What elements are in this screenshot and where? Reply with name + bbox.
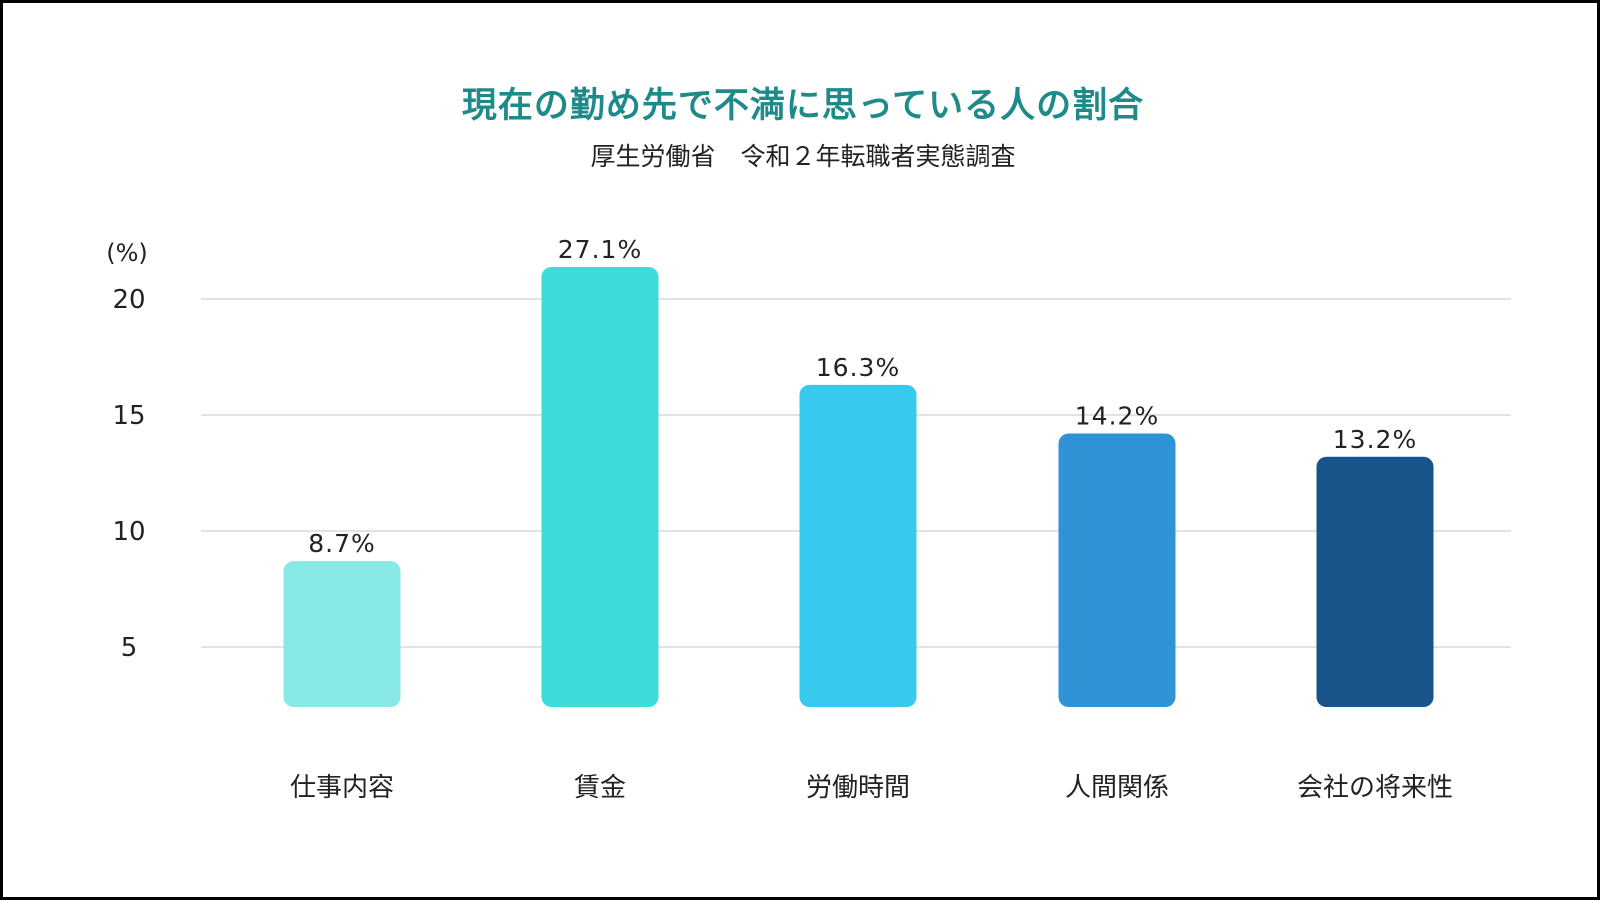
chart-title: 現在の勤め先で不満に思っている人の割合 — [461, 86, 1145, 126]
bar-2 — [541, 267, 659, 707]
x-category-label-3: 労働時間 — [806, 773, 910, 803]
bar-value-label-4: 14.2% — [1075, 402, 1159, 431]
bar-5 — [1316, 456, 1434, 707]
x-category-label-4: 人間関係 — [1065, 773, 1169, 803]
x-category-label-2: 賃金 — [574, 773, 626, 803]
bar-1 — [283, 561, 401, 707]
y-tick-label-15: 15 — [112, 401, 145, 431]
bar-value-label-2: 27.1% — [558, 235, 642, 264]
bar-4 — [1058, 433, 1176, 707]
bar-chart: 5 10 15 20 (%) 8.7% 仕事内容 27.1% 賃金 16.3% 労働時間 14.2% 人… — [106, 235, 1511, 803]
bar-value-label-3: 16.3% — [816, 353, 900, 382]
y-axis-unit-label: (%) — [106, 239, 148, 267]
y-tick-label-10: 10 — [112, 517, 145, 547]
x-category-label-5: 会社の将来性 — [1297, 773, 1453, 803]
x-category-label-1: 仕事内容 — [290, 773, 394, 803]
bar-3 — [799, 384, 917, 707]
chart-subtitle: 厚生労働省 令和２年転職者実態調査 — [590, 142, 1016, 171]
bar-value-label-5: 13.2% — [1333, 425, 1417, 454]
y-tick-label-5: 5 — [121, 633, 138, 663]
bar-value-label-1: 8.7% — [308, 529, 376, 558]
y-tick-label-20: 20 — [112, 285, 145, 315]
